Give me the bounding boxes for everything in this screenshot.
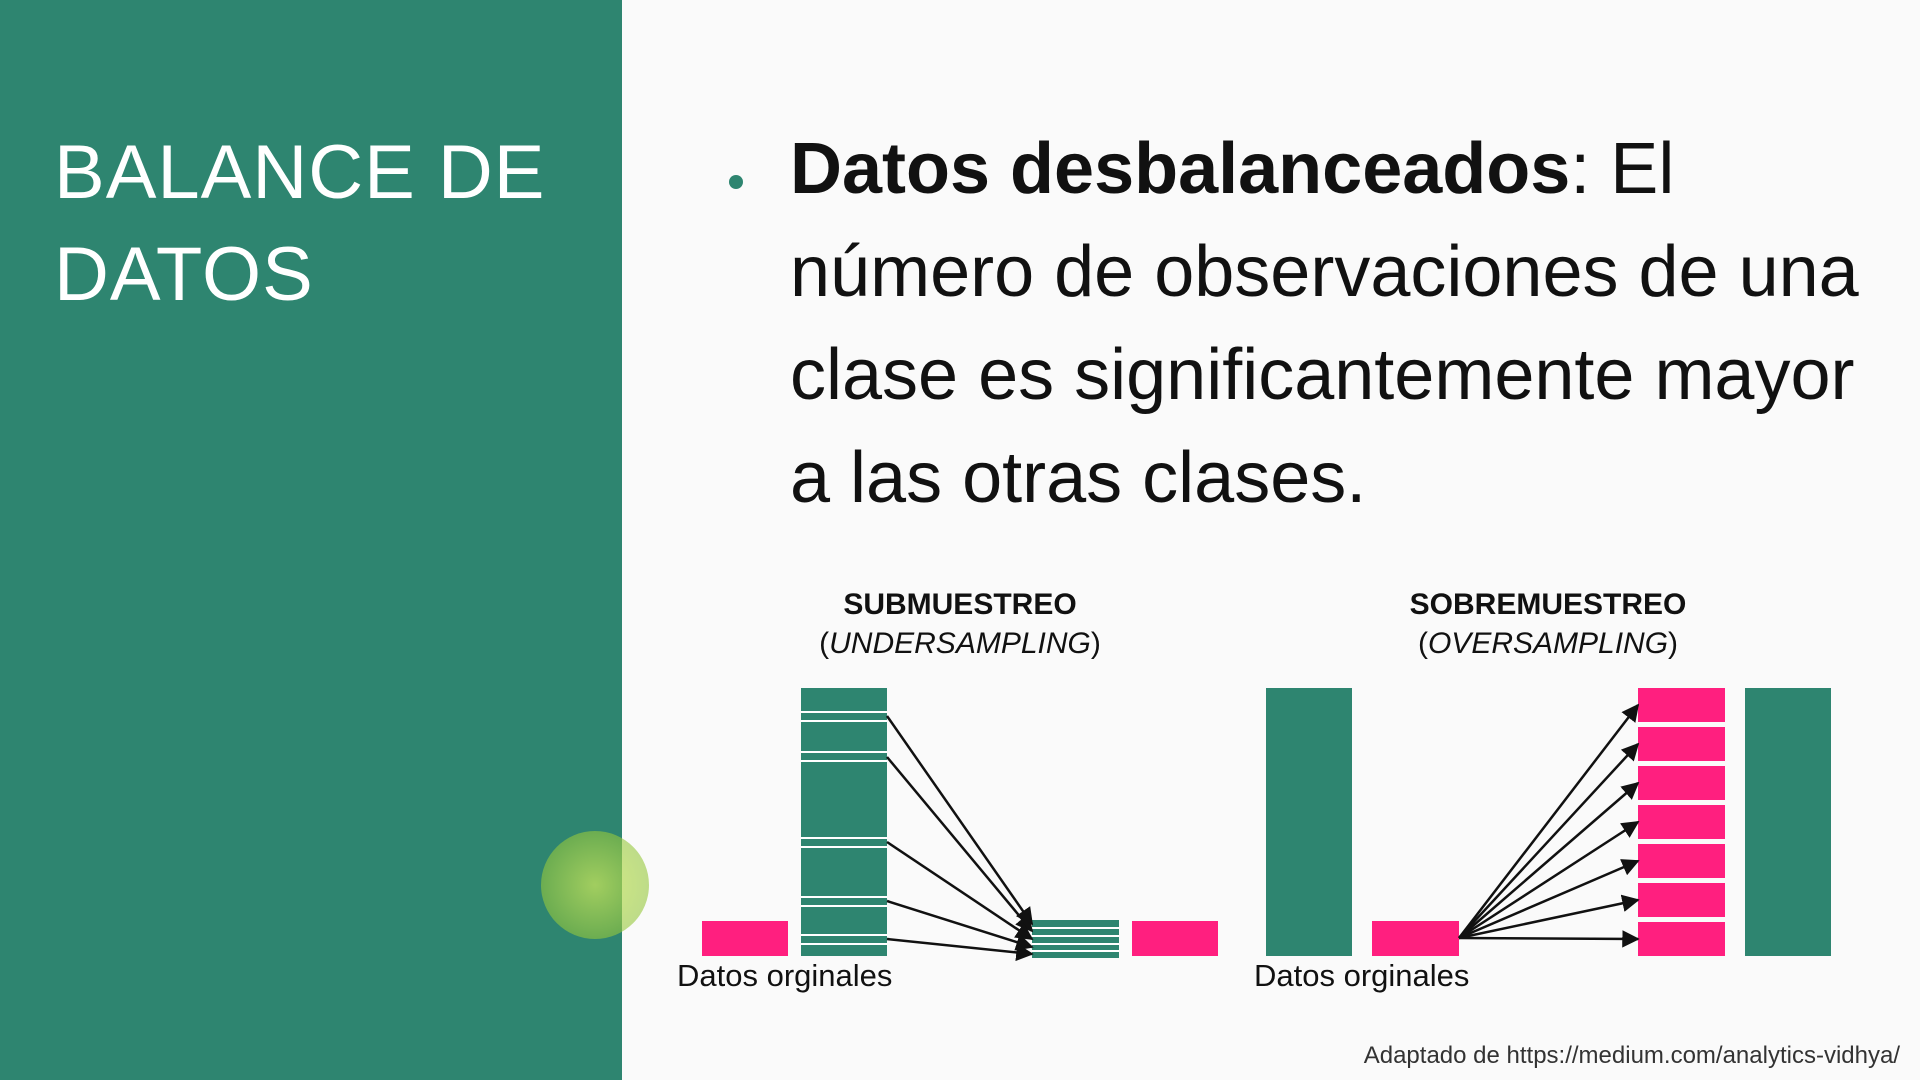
undersampling-heading: SUBMUESTREO bbox=[843, 588, 1077, 621]
oversampling-subheading: (OVERSAMPLING) bbox=[1398, 624, 1698, 663]
minority-class-bar bbox=[702, 921, 788, 956]
minority-class-bar bbox=[1372, 921, 1459, 956]
undersampling-caption: Datos orginales bbox=[677, 958, 893, 993]
paren-open: ( bbox=[819, 627, 830, 660]
paren-open: ( bbox=[1417, 627, 1428, 660]
bullet-term: Datos desbalanceados bbox=[790, 129, 1571, 209]
oversampled-bars bbox=[1638, 688, 1725, 956]
bullet-point bbox=[729, 175, 743, 189]
undersampling-title: SUBMUESTREO (UNDERSAMPLING) bbox=[810, 585, 1110, 663]
oversampling-caption: Datos orginales bbox=[1254, 958, 1470, 993]
bullet-text: Datos desbalanceados: El número de obser… bbox=[790, 118, 1870, 530]
minority-class-bar-result bbox=[1132, 921, 1218, 956]
majority-class-bar bbox=[1266, 688, 1352, 956]
undersampling-english: UNDERSAMPLING bbox=[829, 627, 1091, 660]
majority-class-bar-result bbox=[1745, 688, 1831, 956]
oversampling-heading: SOBREMUESTREO bbox=[1409, 588, 1687, 621]
undersampling-subheading: (UNDERSAMPLING) bbox=[810, 624, 1110, 663]
undersampling-arrows bbox=[885, 715, 1034, 962]
title-panel: BALANCE DE DATOS bbox=[0, 0, 622, 1080]
bullet-definition: : El número de observaciones de una clas… bbox=[790, 129, 1859, 518]
paren-close: ) bbox=[1090, 627, 1101, 660]
paren-close: ) bbox=[1668, 627, 1679, 660]
oversampling-title: SOBREMUESTREO (OVERSAMPLING) bbox=[1398, 585, 1698, 663]
oversampling-arrows bbox=[1458, 703, 1640, 948]
majority-class-bar bbox=[801, 688, 887, 956]
laser-pointer bbox=[541, 831, 649, 939]
majority-bar-slices bbox=[801, 711, 887, 945]
undersampled-bar-slices bbox=[1032, 927, 1119, 952]
slide-title: BALANCE DE DATOS bbox=[54, 122, 594, 326]
slide-title-line2: DATOS bbox=[54, 232, 314, 317]
undersampled-bar bbox=[1032, 920, 1119, 958]
oversampling-english: OVERSAMPLING bbox=[1427, 627, 1669, 660]
source-credit: Adaptado de https://medium.com/analytics… bbox=[1363, 1042, 1900, 1069]
slide-title-line1: BALANCE DE bbox=[54, 130, 546, 215]
